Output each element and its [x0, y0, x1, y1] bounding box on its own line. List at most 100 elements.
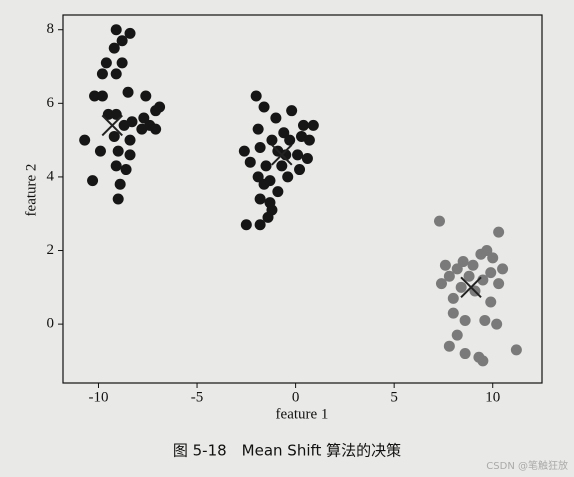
point — [262, 211, 274, 223]
point — [292, 149, 304, 161]
point — [96, 68, 108, 80]
point — [286, 105, 298, 117]
center-marker — [101, 114, 123, 137]
y-tick-label: 0 — [47, 316, 55, 332]
point — [116, 35, 128, 47]
point — [122, 86, 134, 98]
point — [124, 27, 136, 39]
point — [510, 344, 522, 356]
point — [118, 119, 130, 131]
x-tick-label: -5 — [191, 389, 204, 405]
point — [260, 160, 272, 172]
point — [252, 123, 264, 135]
y-tick-label: 2 — [47, 242, 55, 258]
point — [443, 270, 455, 282]
point — [270, 112, 282, 124]
point — [477, 355, 489, 367]
point — [138, 112, 150, 124]
point — [244, 156, 256, 168]
point — [307, 119, 319, 131]
point — [272, 186, 284, 198]
point — [282, 171, 294, 183]
x-tick-label: 5 — [390, 389, 398, 405]
point — [497, 263, 509, 275]
y-tick-label: 8 — [47, 21, 55, 37]
watermark: CSDN @笔触狂放 — [486, 459, 568, 472]
point — [439, 259, 451, 271]
point — [79, 134, 91, 146]
point — [266, 134, 278, 146]
point — [443, 340, 455, 352]
point — [100, 57, 112, 69]
point — [124, 134, 136, 146]
point — [457, 256, 469, 268]
point — [136, 123, 148, 135]
x-tick-label: -10 — [88, 389, 108, 405]
x-axis-label: feature 1 — [276, 406, 329, 422]
point — [112, 193, 124, 205]
center-marker — [271, 144, 293, 166]
point — [451, 263, 463, 275]
point — [254, 141, 266, 153]
point — [278, 127, 290, 139]
point — [463, 270, 475, 282]
y-tick-label: 4 — [47, 168, 55, 184]
point — [114, 178, 126, 190]
point — [475, 248, 487, 260]
point — [467, 259, 479, 271]
point — [87, 175, 99, 187]
center-marker — [460, 276, 482, 299]
point — [447, 292, 459, 304]
point — [294, 164, 306, 176]
point — [276, 160, 288, 172]
point — [459, 348, 471, 360]
point — [284, 134, 296, 146]
point — [487, 252, 499, 264]
point — [108, 42, 120, 54]
point — [124, 149, 136, 161]
point — [491, 318, 503, 330]
point — [258, 178, 270, 190]
point — [455, 281, 467, 293]
point — [297, 119, 309, 131]
point — [94, 145, 106, 157]
point — [110, 24, 122, 36]
point — [110, 108, 122, 120]
point — [112, 145, 124, 157]
point — [110, 160, 122, 172]
point — [451, 329, 463, 341]
plot-frame — [62, 14, 543, 384]
point — [250, 90, 262, 102]
point — [150, 105, 162, 117]
x-tick-label: 0 — [292, 389, 300, 405]
point — [280, 149, 292, 161]
point — [493, 226, 505, 238]
point — [435, 278, 447, 290]
caption: 图 5-18 Mean Shift 算法的决策 — [173, 442, 401, 460]
x-tick-label: 10 — [485, 389, 500, 405]
point — [447, 307, 459, 319]
point — [254, 193, 266, 205]
point — [301, 153, 313, 165]
point — [459, 314, 471, 326]
point — [110, 68, 122, 80]
y-tick-label: 6 — [47, 95, 55, 111]
y-axis-label: feature 2 — [23, 164, 39, 217]
point — [108, 130, 120, 142]
point — [485, 267, 497, 279]
point — [485, 296, 497, 308]
point — [479, 314, 491, 326]
point — [120, 164, 132, 176]
point — [102, 108, 114, 120]
point — [96, 90, 108, 102]
point — [89, 90, 101, 102]
point — [116, 57, 128, 69]
point — [140, 90, 152, 102]
point — [433, 215, 445, 227]
point — [303, 134, 315, 146]
point — [258, 101, 270, 113]
point — [254, 219, 266, 231]
point — [493, 278, 505, 290]
point — [240, 219, 252, 231]
